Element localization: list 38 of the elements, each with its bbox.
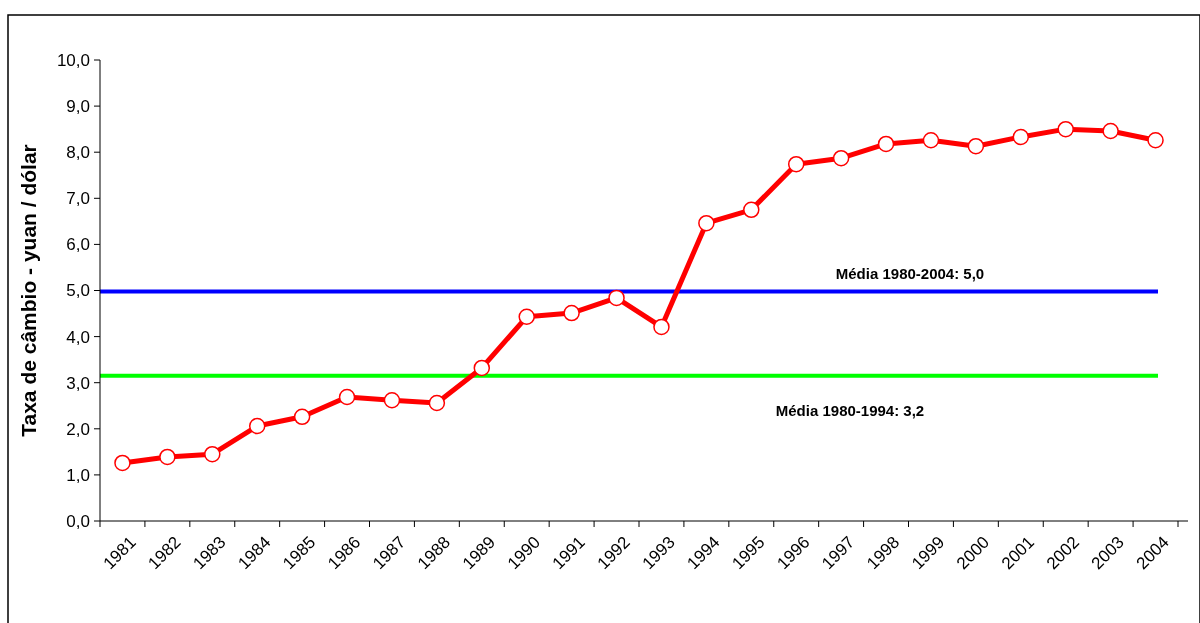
point bbox=[114, 454, 131, 472]
point bbox=[159, 448, 176, 466]
point bbox=[204, 445, 221, 463]
y-tick-label: 2,0 bbox=[66, 419, 90, 439]
y-tick-label: 7,0 bbox=[66, 189, 90, 209]
ref-line-label: Média 1980-2004: 5,0 bbox=[835, 265, 985, 283]
y-tick-label: 1,0 bbox=[66, 465, 90, 485]
y-tick-label: 6,0 bbox=[66, 235, 90, 255]
ref-line-label: Média 1980-1994: 3,2 bbox=[775, 401, 925, 419]
point bbox=[293, 408, 311, 426]
point bbox=[608, 289, 625, 307]
point bbox=[383, 391, 401, 409]
y-tick-label: 10,0 bbox=[56, 50, 90, 70]
point bbox=[832, 149, 850, 167]
point bbox=[1057, 120, 1074, 138]
point bbox=[338, 388, 356, 406]
point bbox=[1102, 122, 1119, 140]
y-tick-label: 5,0 bbox=[66, 281, 90, 301]
y-tick-label: 3,0 bbox=[66, 373, 90, 393]
point bbox=[1147, 131, 1164, 149]
point bbox=[248, 417, 266, 435]
point bbox=[877, 135, 895, 153]
point bbox=[653, 318, 670, 336]
point bbox=[473, 359, 491, 377]
y-axis-title: Taxa de câmbio - yuan / dólar bbox=[17, 144, 40, 437]
point bbox=[428, 394, 446, 412]
y-tick-label: 4,0 bbox=[66, 327, 90, 347]
point bbox=[787, 155, 805, 173]
y-tick-label: 0,0 bbox=[66, 511, 90, 531]
point bbox=[698, 214, 715, 232]
y-tick-label: 9,0 bbox=[66, 97, 90, 117]
point bbox=[1012, 128, 1030, 146]
point bbox=[922, 131, 940, 149]
point bbox=[743, 201, 760, 219]
y-tick-label: 8,0 bbox=[66, 143, 90, 163]
point bbox=[563, 304, 580, 322]
point bbox=[967, 137, 985, 155]
point bbox=[518, 308, 535, 326]
